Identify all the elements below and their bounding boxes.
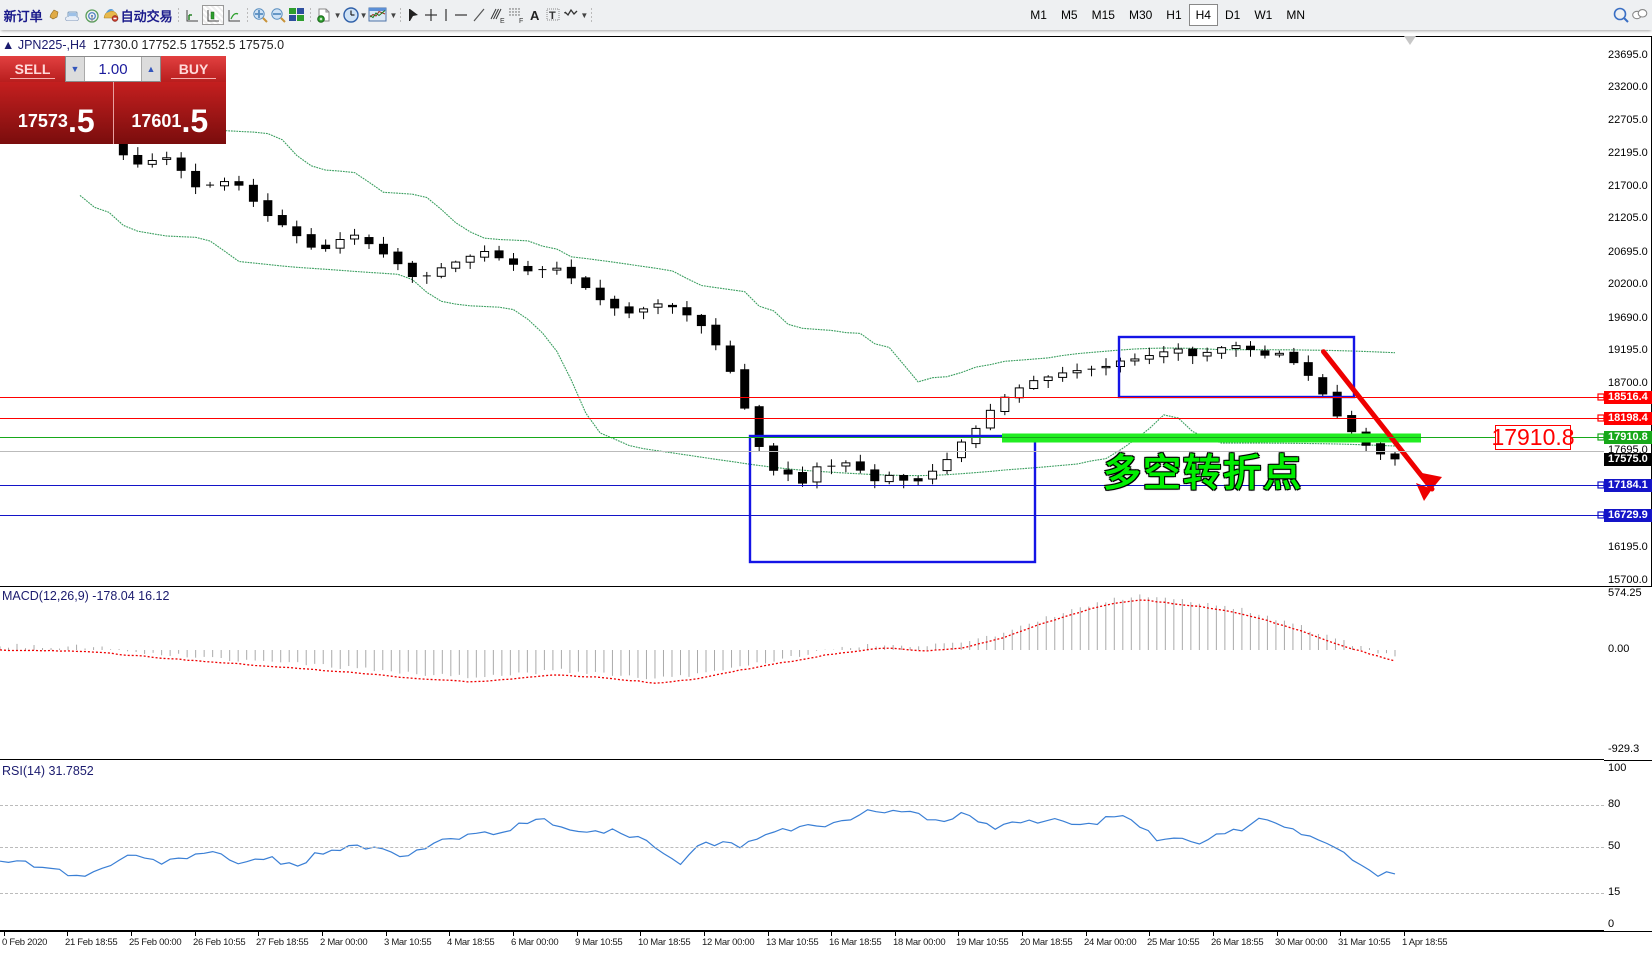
svg-text:E: E — [500, 18, 505, 24]
svg-text:F: F — [519, 18, 523, 24]
svg-text:T: T — [549, 10, 556, 22]
svg-text:A: A — [530, 8, 540, 23]
